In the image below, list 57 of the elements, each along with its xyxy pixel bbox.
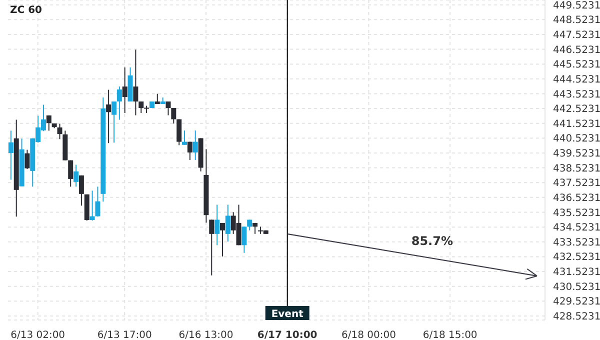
candlestick [176, 118, 182, 146]
y-tick-label: 446.5231 [553, 44, 600, 56]
candlestick [247, 219, 252, 231]
annotation: 85.7% [411, 234, 453, 248]
candlestick [90, 190, 95, 222]
y-tick-label: 442.5231 [553, 104, 600, 116]
candlestick [57, 123, 62, 140]
candlestick [242, 226, 247, 254]
y-tick-label: 449.5231 [553, 0, 600, 12]
y-tick-label: 435.5231 [553, 208, 600, 219]
y-tick-label: 440.5231 [553, 134, 600, 145]
y-tick-label: 448.5231 [553, 15, 600, 26]
y-tick-label: 438.5231 [553, 163, 600, 174]
candlestick [214, 204, 220, 246]
y-tick-label: 429.5231 [553, 296, 600, 308]
y-tick-label: 428.5231 [553, 312, 600, 323]
candlestick [78, 174, 84, 206]
candlestick [24, 149, 30, 170]
candlestick [220, 222, 225, 257]
y-tick-label: 445.5231 [553, 60, 600, 71]
y-tick-label: 444.5231 [553, 74, 600, 86]
ref-line-label: Event [271, 309, 304, 320]
x-tick-label: 6/16 13:00 [178, 330, 234, 340]
x-tick-label: 6/18 00:00 [341, 330, 396, 340]
candlestick [46, 114, 52, 132]
y-tick-label: 439.5231 [553, 148, 600, 160]
y-tick-label: 433.5231 [553, 237, 600, 248]
candlestick [182, 130, 188, 146]
candlestick [187, 141, 192, 160]
candlestick [68, 160, 74, 188]
y-tick-label: 430.5231 [553, 282, 600, 293]
text: ZC 60 [10, 5, 42, 16]
y-tick-label: 431.5231 [553, 267, 600, 278]
candlestick [122, 66, 128, 114]
candlestick [74, 164, 79, 188]
y-tick-label: 437.5231 [553, 178, 600, 190]
y-tick-label: 441.5231 [553, 118, 600, 130]
y-tick-label: 432.5231 [553, 252, 600, 264]
candlestick [225, 204, 230, 242]
x-tick-label: 6/18 15:00 [422, 330, 478, 340]
y-tick-label: 447.5231 [553, 30, 600, 42]
y-tick-label: 434.5231 [553, 222, 600, 234]
candlestick [192, 130, 198, 160]
candlestick [95, 186, 100, 218]
x-tick-label: 6/17 10:00 [257, 330, 318, 340]
candlestick [209, 219, 214, 276]
x-tick-label: 6/13 02:00 [10, 330, 66, 340]
candlestick [166, 100, 171, 116]
candlestick [133, 49, 138, 116]
y-tick-label: 443.5231 [553, 89, 600, 100]
candlestick [171, 108, 176, 124]
candlestick [8, 130, 14, 180]
y-tick-label: 436.5231 [553, 192, 600, 204]
x-tick-label: 6/13 17:00 [97, 330, 152, 340]
candlestick [116, 86, 122, 120]
candlestick [111, 100, 116, 144]
candlestick [106, 89, 112, 144]
